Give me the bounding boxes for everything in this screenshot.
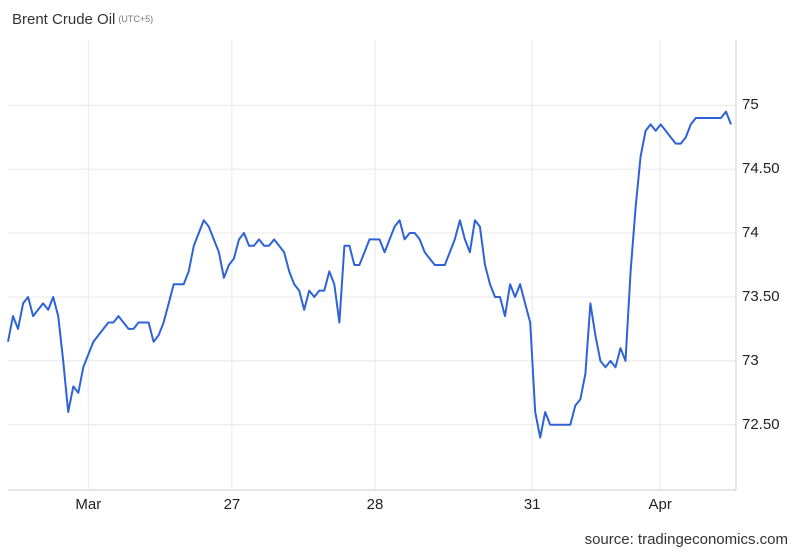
source: source: tradingeconomics.com — [585, 531, 788, 548]
y-tick-label: 73 — [742, 352, 759, 369]
x-tick-label: Apr — [649, 496, 672, 513]
y-tick-label: 73.50 — [742, 288, 780, 305]
chart-title: Brent Crude Oil (UTC+5) — [12, 11, 153, 28]
subtitle: (UTC+5) — [118, 14, 153, 24]
x-tick-label: 31 — [524, 496, 541, 513]
x-tick-label: 28 — [367, 496, 384, 513]
title: Brent Crude Oil — [12, 11, 115, 28]
y-tick-label: 72.50 — [742, 416, 780, 433]
y-tick-label: 75 — [742, 96, 759, 113]
price-line — [7, 110, 732, 439]
x-tick-label: 27 — [224, 496, 241, 513]
y-tick-label: 74 — [742, 224, 759, 241]
x-tick-label: Mar — [75, 496, 101, 513]
y-tick-label: 74.50 — [742, 160, 780, 177]
